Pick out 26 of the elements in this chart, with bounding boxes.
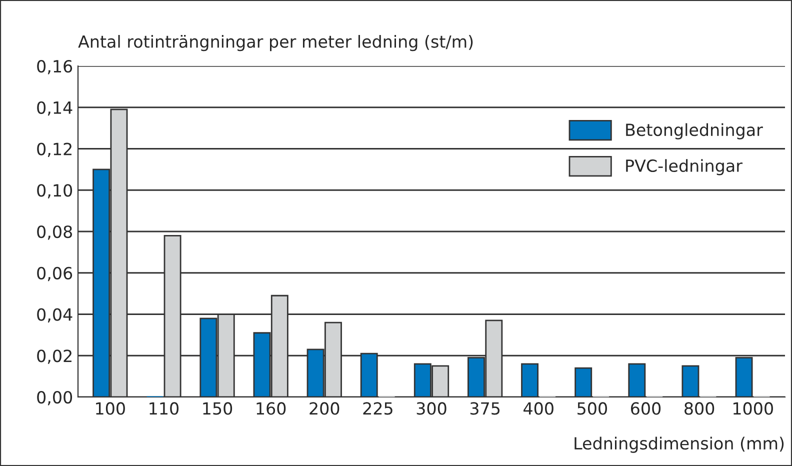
y-tick-label: 0,10	[37, 184, 72, 198]
x-tick-label: 200	[310, 402, 340, 415]
x-tick-label: 400	[524, 402, 554, 415]
x-tick-label: 100	[96, 402, 125, 415]
y-tick-label: 0,14	[37, 101, 72, 116]
x-tick-label: 800	[684, 402, 714, 415]
x-tick-label: 600	[631, 402, 661, 415]
x-tick-label: 160	[256, 402, 286, 415]
legend-label: Betongledningar	[626, 123, 763, 140]
x-tick-label: 150	[203, 402, 232, 415]
x-tick-label: 500	[578, 402, 607, 415]
x-tick-label: 1000	[733, 402, 773, 415]
x-tick-label: 375	[470, 402, 500, 415]
x-axis-title: Ledningsdimension (mm)	[574, 436, 784, 453]
x-tick-label: 225	[363, 402, 392, 415]
legend-label: PVC-ledningar	[626, 159, 742, 176]
x-tick-label: 300	[416, 402, 446, 415]
y-tick-label: 0,12	[37, 142, 72, 158]
y-axis-title: Antal rotinträngningar per meter ledning (st/m)	[78, 34, 473, 52]
y-tick-label: 0,06	[37, 266, 72, 282]
y-tick-label: 0,16	[37, 60, 72, 74]
x-tick-label: 110	[150, 402, 178, 415]
y-tick-label: 0,00	[37, 390, 72, 406]
y-tick-label: 0,08	[37, 225, 72, 240]
y-tick-label: 0,02	[37, 350, 72, 364]
y-tick-label: 0,04	[37, 308, 72, 323]
